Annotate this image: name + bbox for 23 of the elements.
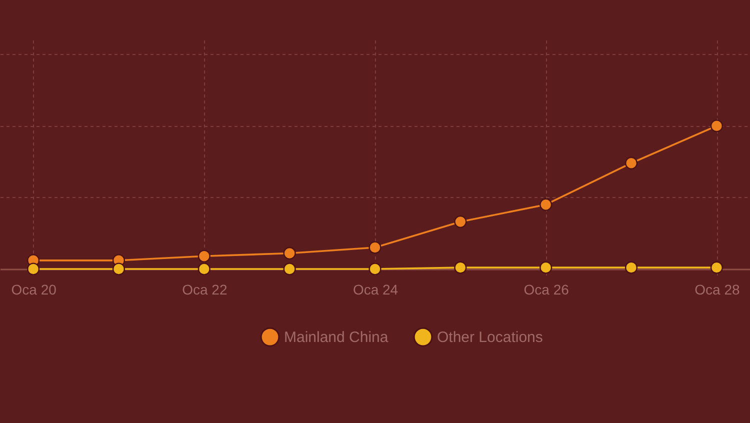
point [540,198,552,211]
point [27,262,40,276]
x-tick-label: Oca 22 [182,282,228,298]
point [112,262,126,276]
legend-label: Mainland China [284,329,389,346]
point [283,262,296,276]
point [454,215,467,228]
point [710,261,723,274]
legend-label: Other Locations [437,329,543,346]
point [368,262,382,276]
x-tick-label: Oca 26 [524,282,570,298]
x-tick-label: Oca 20 [11,282,57,298]
point [198,250,210,262]
point [283,246,296,260]
point [368,241,382,254]
point [454,261,467,274]
point [710,120,723,132]
point [624,261,638,274]
x-tick-label: Oca 28 [694,282,740,298]
point [540,261,552,274]
point [624,156,638,170]
point [198,262,210,276]
x-tick-label: Oca 24 [352,282,398,298]
